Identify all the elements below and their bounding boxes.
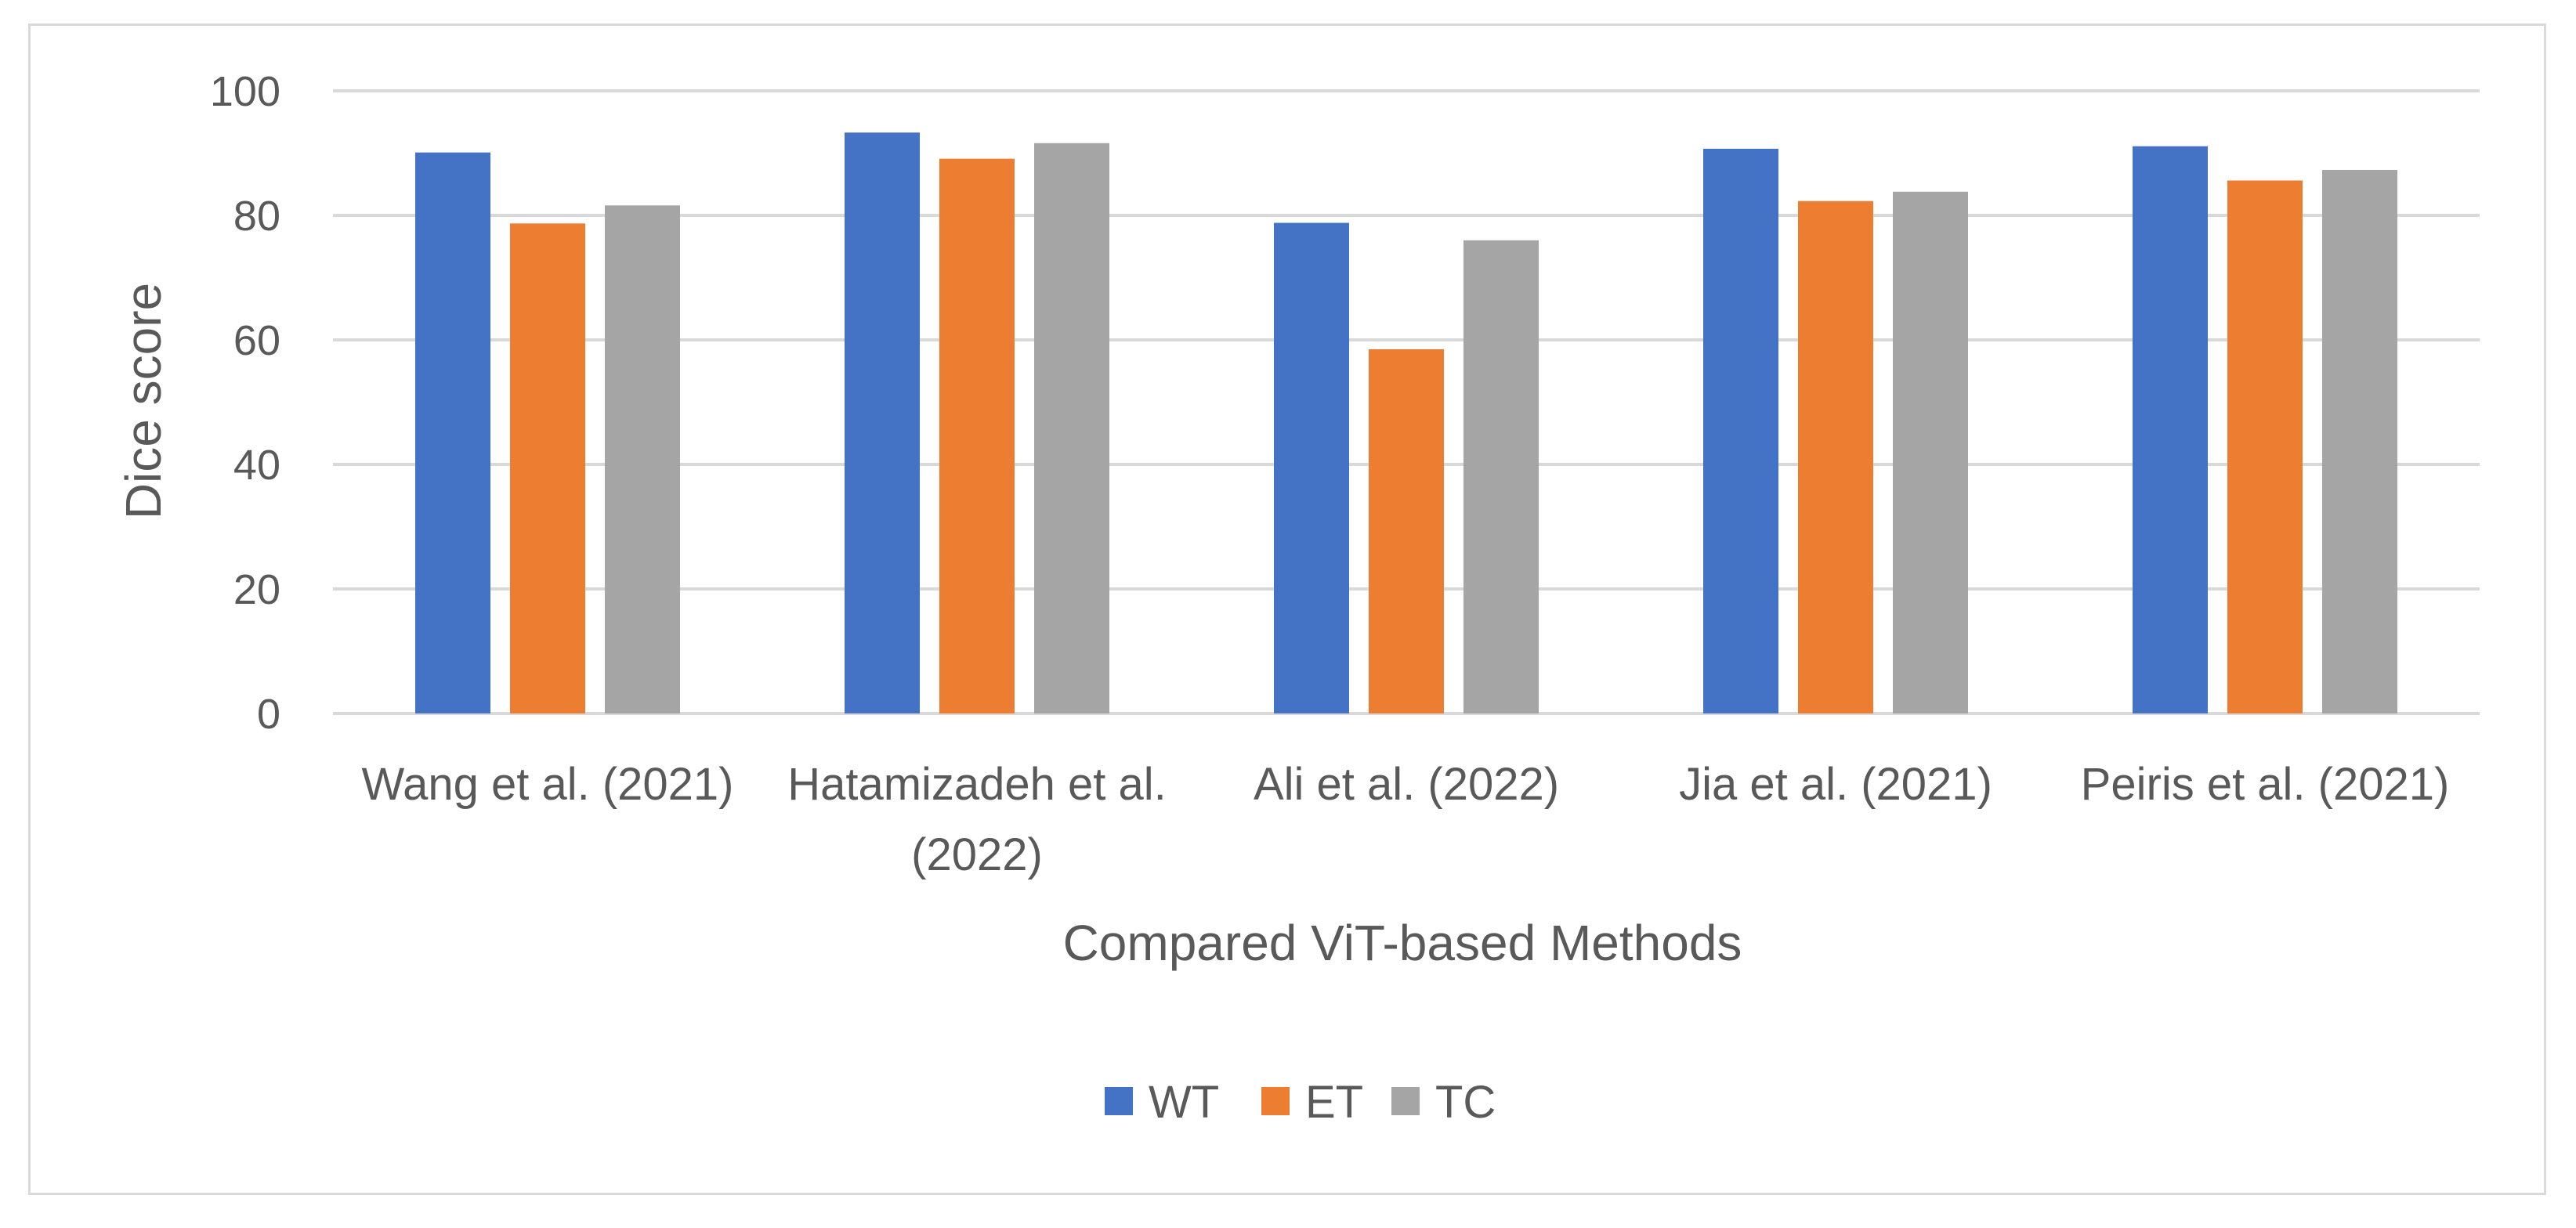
bar-tc-4	[2322, 169, 2397, 714]
bar-wt-3	[1703, 148, 1778, 713]
x-category-label: Jia et al. (2021)	[1679, 759, 1992, 810]
y-tick-label: 0	[257, 691, 280, 738]
legend: WT ET TC	[1105, 1077, 1496, 1128]
bars	[415, 132, 2397, 714]
bar-et-3	[1798, 200, 1873, 714]
y-tick-label: 60	[233, 317, 280, 364]
legend-swatch-tc	[1391, 1087, 1420, 1115]
bar-tc-2	[1463, 240, 1539, 713]
legend-label-wt: WT	[1149, 1077, 1219, 1128]
y-axis-ticks: 0 20 40 60 80 100	[210, 68, 280, 738]
x-category-label: Peiris et al. (2021)	[2081, 759, 2450, 810]
bar-et-4	[2227, 180, 2303, 714]
bar-wt-0	[415, 152, 490, 713]
x-category-label: Hatamizadeh et al.	[787, 759, 1167, 810]
y-tick-label: 80	[233, 193, 280, 240]
legend-label-et: ET	[1305, 1077, 1363, 1128]
x-axis-categories: Wang et al. (2021) Hatamizadeh et al. (202…	[362, 759, 2450, 880]
bar-et-1	[939, 158, 1015, 713]
legend-swatch-wt	[1105, 1087, 1133, 1115]
bar-et-2	[1369, 349, 1444, 713]
bar-et-0	[510, 223, 585, 714]
gridlines	[333, 89, 2480, 715]
bar-tc-3	[1893, 191, 1968, 714]
x-axis-title: Compared ViT-based Methods	[1063, 915, 1742, 971]
legend-swatch-et	[1261, 1087, 1290, 1115]
legend-label-tc: TC	[1435, 1077, 1496, 1128]
x-category-label: (2022)	[911, 829, 1043, 880]
y-tick-label: 100	[210, 68, 280, 115]
x-category-label: Wang et al. (2021)	[362, 759, 734, 810]
bar-tc-1	[1034, 143, 1109, 713]
bar-wt-1	[845, 132, 920, 713]
bar-tc-0	[605, 205, 680, 713]
y-tick-label: 20	[233, 566, 280, 613]
bar-wt-4	[2133, 146, 2208, 713]
y-tick-label: 40	[233, 442, 280, 489]
bar-wt-2	[1274, 222, 1349, 713]
y-axis-title: Dice score	[115, 283, 172, 519]
x-category-label: Ali et al. (2022)	[1254, 759, 1559, 810]
